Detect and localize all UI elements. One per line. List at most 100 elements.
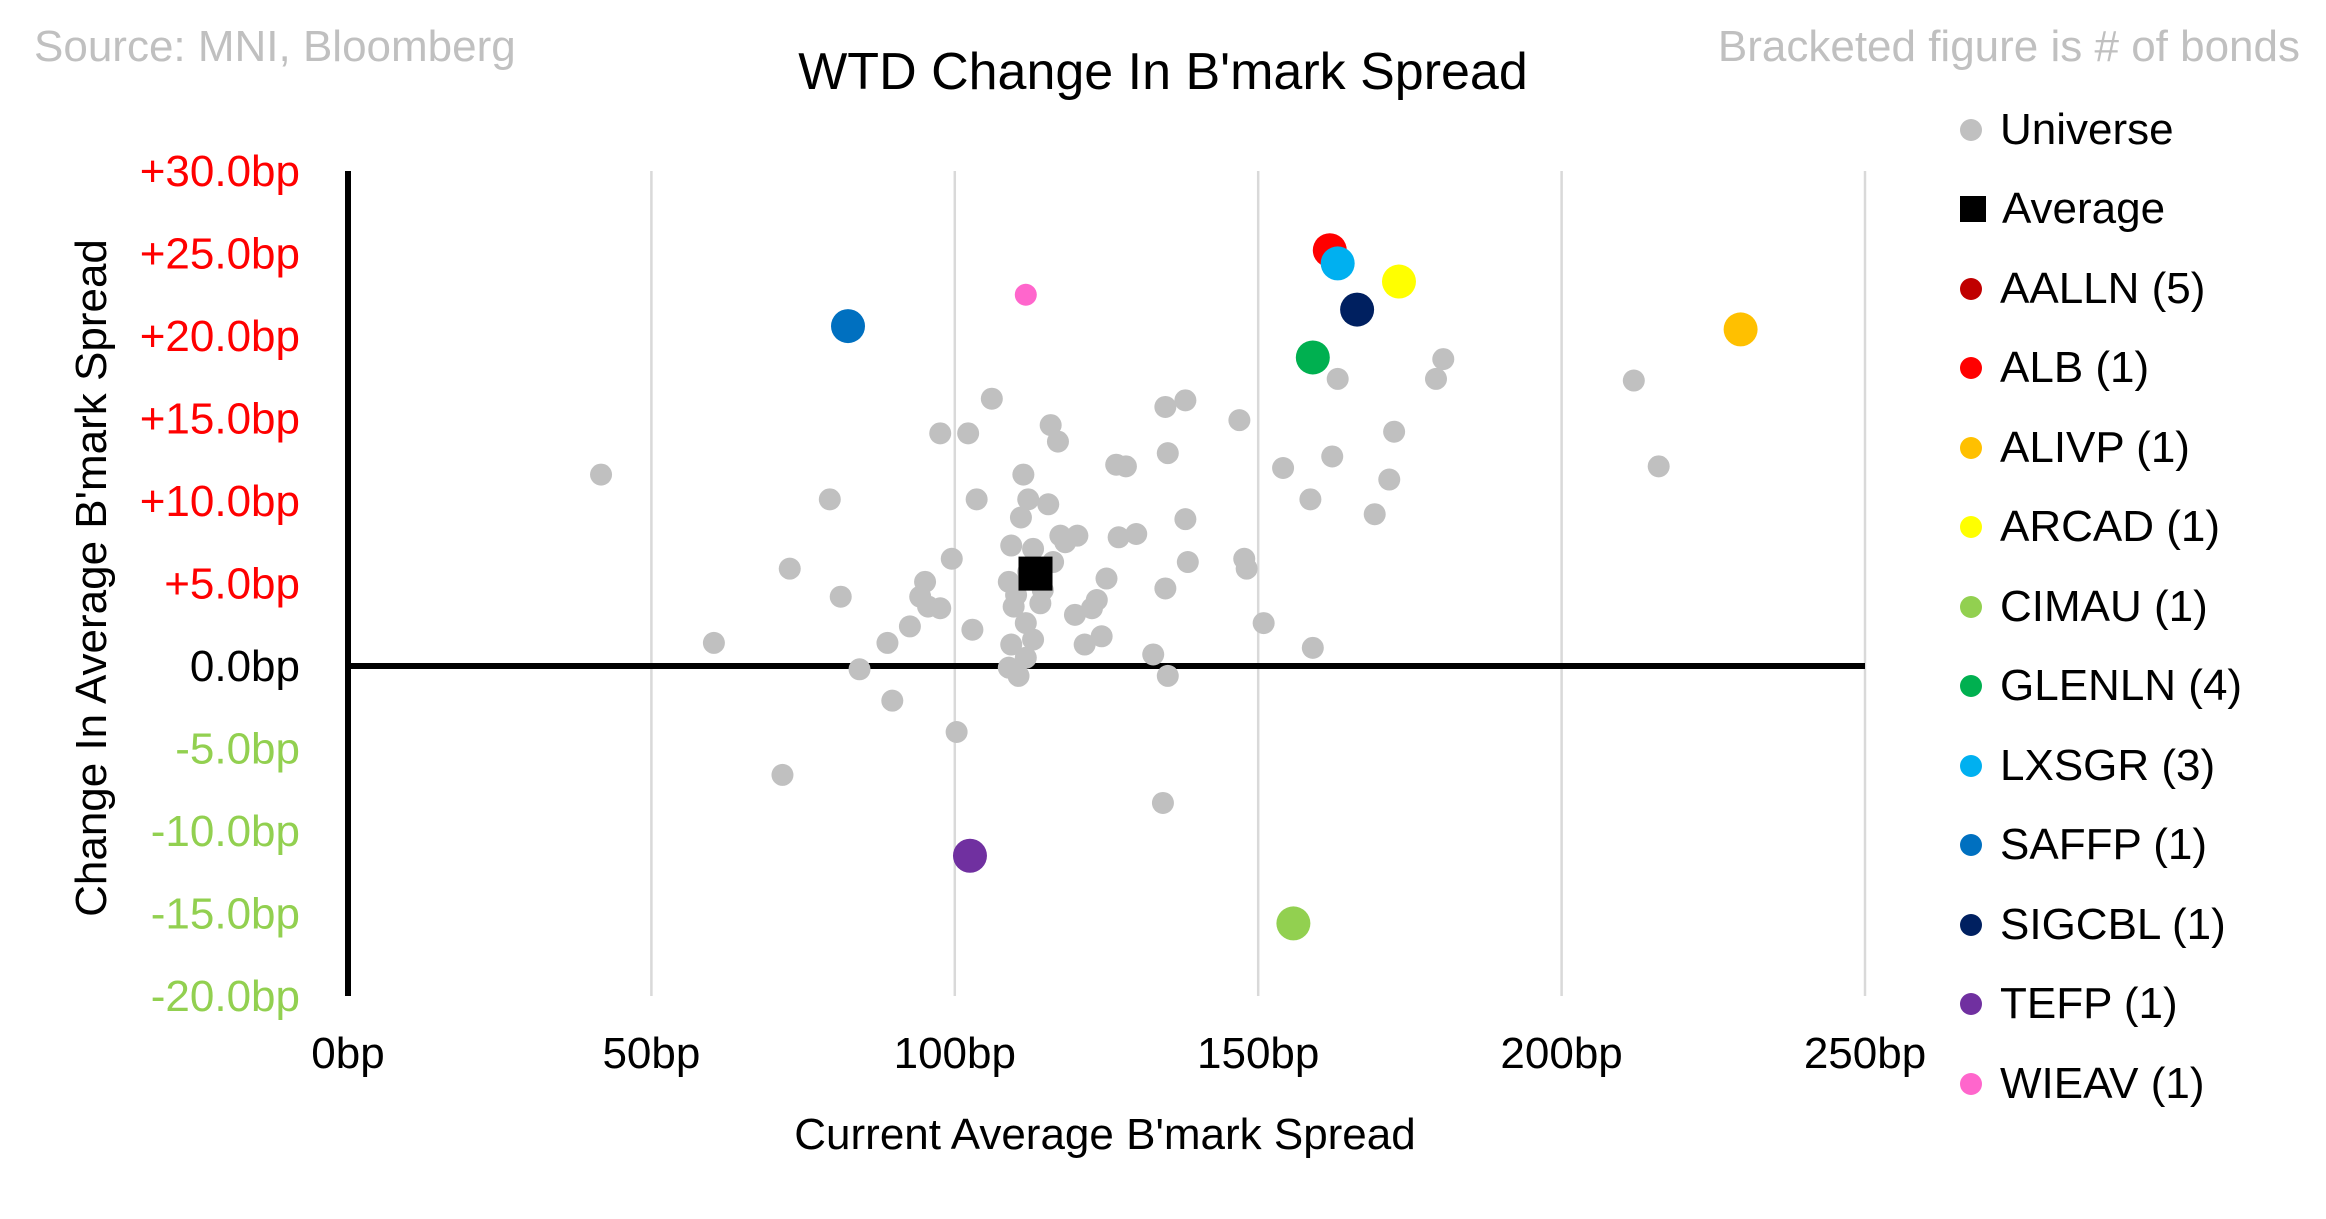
universe-point [1000,534,1023,557]
universe-point [1378,468,1401,491]
universe-point [1252,612,1275,635]
legend-label: GLENLN (4) [2000,661,2243,711]
tick-labels: 0bp 50bp 100bp 150bp 200bp 250bp +30.0bp +25.0b… [140,147,1926,1078]
y-tick-label: +5.0bp [164,560,300,609]
universe-point [1014,612,1037,635]
universe-point [1017,488,1040,511]
saffp-point [831,309,866,344]
wieav-point [1014,283,1037,306]
legend-item-tefp: TEFP (1) [1960,965,2242,1045]
y-tick-label: +25.0bp [140,230,300,279]
x-tick-label: 150bp [1197,1029,1319,1078]
universe-point [818,488,841,511]
universe-point [1326,367,1349,390]
universe-point [1073,633,1096,656]
y-tick-label: -10.0bp [151,807,300,856]
legend-item-alb: ALB (1) [1960,329,2242,409]
legend-label: CIMAU (1) [2000,581,2208,631]
universe-point [1022,537,1045,560]
universe-point [1039,414,1062,437]
universe-point [1154,577,1177,600]
legend-item-average: Average [1960,170,2242,250]
y-tick-label: +30.0bp [140,147,300,196]
legend-marker [1960,1072,1982,1095]
universe-point [1022,628,1045,651]
y-tick-label: +10.0bp [140,477,300,526]
universe-point [961,618,984,641]
legend-item-arcad: ARCAD (1) [1960,488,2242,568]
y-tick-label: +20.0bp [140,312,300,361]
y-tick-label: -20.0bp [151,972,300,1021]
legend-marker [1960,516,1982,539]
legend-marker [1960,675,1982,698]
universe-point [929,422,952,445]
universe-point [1156,442,1179,465]
universe-point [848,658,871,681]
legend-label: TEFP (1) [2000,979,2178,1029]
legend-marker [1960,754,1982,777]
chart-title: WTD Change In B'mark Spread [798,43,1528,101]
universe-point [778,557,801,580]
legend-item-universe: Universe [1960,90,2242,170]
universe-point [1299,488,1322,511]
legend-label: ALB (1) [2000,343,2150,393]
tefp-point [952,838,987,873]
legend-label: ARCAD (1) [2000,502,2221,552]
legend-item-lxsgr: LXSGR (3) [1960,726,2242,806]
universe-point [1014,646,1037,669]
universe-point [929,597,952,620]
data-points [590,233,1758,941]
legend-label: WIEAV (1) [2000,1058,2205,1108]
universe-point [702,631,725,654]
legend-marker [1960,834,1982,857]
glenln-point [1295,340,1330,375]
legend-marker [1960,277,1982,300]
cimau-point [1276,906,1311,941]
legend-item-glenln: GLENLN (4) [1960,647,2242,727]
legend-label: SIGCBL (1) [2000,899,2226,949]
universe-point [965,488,988,511]
universe-point [1046,430,1069,453]
bracket-note: Bracketed figure is # of bonds [1717,22,2300,71]
universe-point [1090,625,1113,648]
universe-point [1154,395,1177,418]
legend-item-sigcbl: SIGCBL (1) [1960,885,2242,965]
universe-point [1272,457,1295,479]
gridlines [650,171,1867,996]
universe-point [1235,557,1258,580]
universe-point [1066,524,1089,547]
universe-point [1176,551,1199,574]
lxsgr-point [1320,246,1355,281]
legend-label: LXSGR (3) [2000,740,2216,790]
axes [345,171,1865,996]
universe-point [1085,589,1108,611]
universe-point [1107,526,1130,549]
source-note: Source: MNI, Bloomberg [34,22,516,71]
x-tick-label: 100bp [894,1029,1016,1078]
universe-point [1622,369,1645,392]
universe-point [771,763,794,786]
universe-point [1151,791,1174,814]
universe-point [945,721,968,743]
universe-point [1009,506,1032,529]
legend-item-cimau: CIMAU (1) [1960,567,2242,647]
x-tick-label: 200bp [1500,1029,1622,1078]
y-tick-label: +15.0bp [140,395,300,444]
legend-item-wieav: WIEAV (1) [1960,1044,2242,1124]
universe-point [1432,348,1455,371]
universe-point [1383,420,1406,443]
universe-point [1142,643,1165,666]
arcad-point [1381,264,1416,299]
legend-marker [1960,357,1982,380]
universe-point [1037,493,1060,516]
universe-point [1363,503,1386,526]
alivp-point [1723,312,1758,347]
universe-point [1301,636,1324,659]
universe-point [1321,445,1344,468]
legend-marker [1960,436,1982,459]
universe-point [1007,664,1030,687]
legend-marker [1960,993,1982,1016]
universe-point [898,615,921,638]
universe-point [1125,523,1148,545]
universe-point [881,689,904,712]
